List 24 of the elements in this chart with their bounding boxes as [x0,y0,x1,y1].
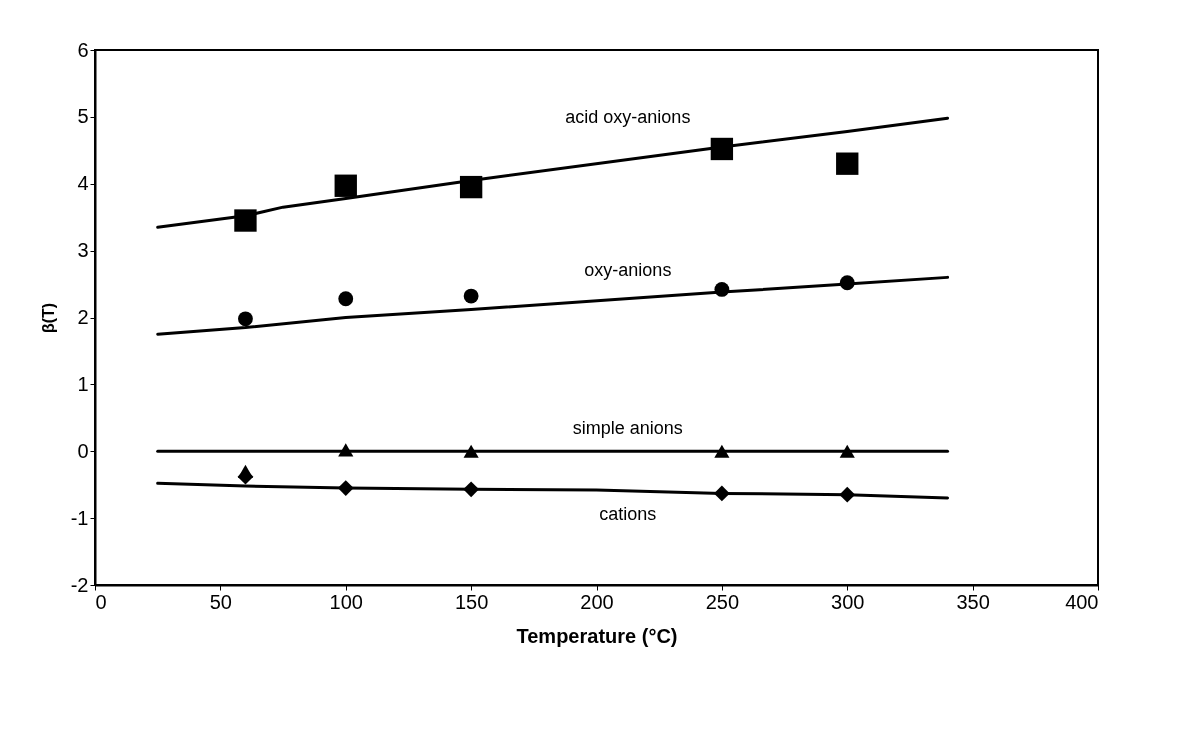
y-tick-label: 4 [77,172,89,195]
y-tick-label: 2 [77,306,89,328]
x-tick-label: 50 [209,590,232,613]
y-tick-label: 5 [77,105,89,128]
series-label: simple anions [572,418,683,439]
x-tick-label: 100 [329,590,363,613]
x-tick-label: 300 [831,590,865,613]
y-tick-label: 3 [77,239,89,262]
x-tick-label: 250 [705,590,740,613]
y-axis-title: β(T) [39,302,57,334]
series-label: acid oxy-anions [565,106,691,127]
x-tick-label: 350 [956,590,990,613]
x-tick-label: 400 [1065,590,1099,613]
y-tick-label: -1 [70,506,89,529]
y-tick-label: 1 [77,372,89,395]
series-label: oxy-anions [584,259,672,280]
x-tick-label: 200 [580,590,614,613]
y-tick-label: 6 [77,38,89,61]
x-axis-title: Temperature (°C) [516,624,678,647]
y-tick-label: 0 [77,439,89,462]
series-label: cations [599,503,657,524]
y-tick-label: -2 [70,573,89,596]
x-tick-label: 0 [95,590,107,613]
x-tick-label: 150 [454,590,489,613]
